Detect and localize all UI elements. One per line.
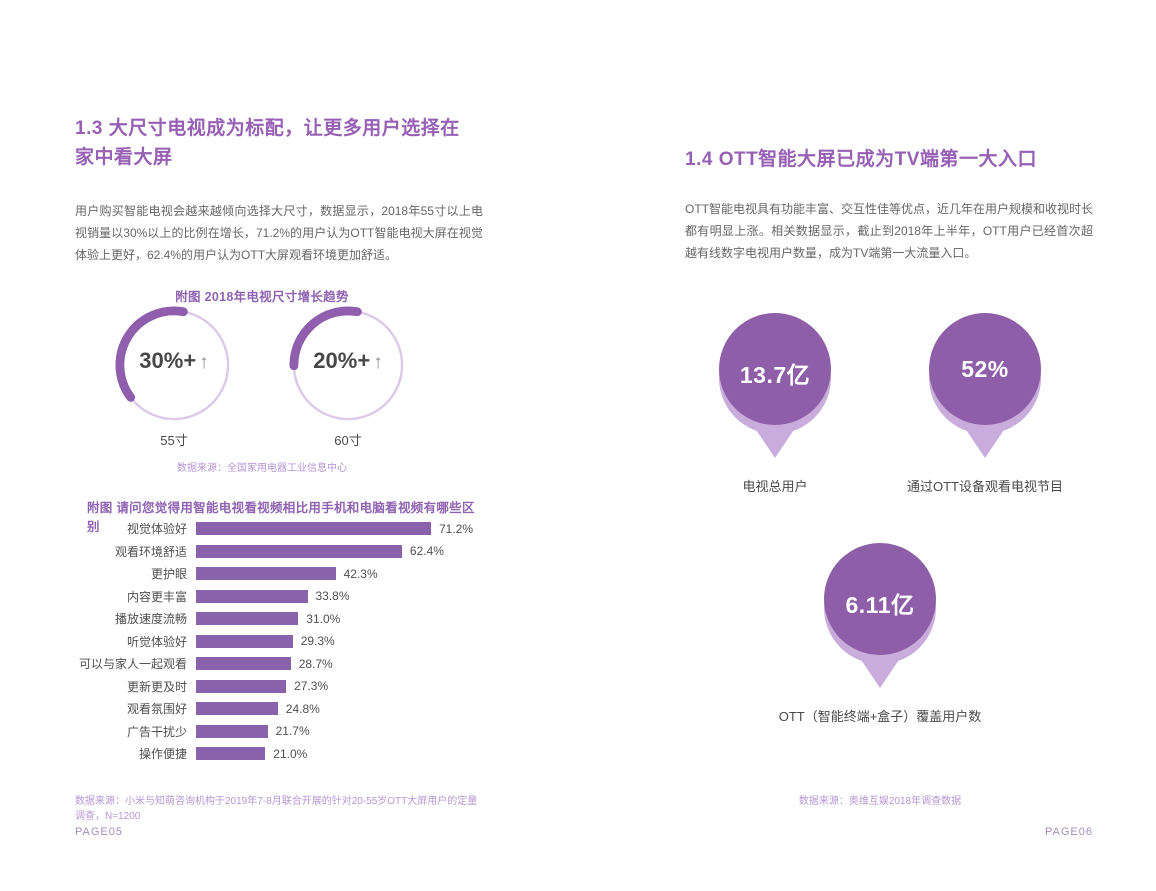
intro-paragraph-right: OTT智能电视具有功能丰富、交互性佳等优点，近几年在用户规模和收视时长都有明显上… (685, 202, 1093, 261)
bar-value-label: 71.2% (439, 521, 474, 536)
ring-arc (289, 306, 362, 371)
bar-row: 广告干扰少 21.7% (75, 724, 485, 739)
bar-value-label: 42.3% (343, 566, 378, 581)
drop-caption: 通过OTT设备观看电视节目 (907, 479, 1063, 494)
bar (196, 589, 308, 603)
bar-category-label: 播放速度流畅 (114, 612, 187, 627)
bar-row: 更护眼 42.3% (75, 566, 485, 582)
drop-caption: OTT（智能终端+盒子）覆盖用户数 (778, 709, 982, 724)
bar (196, 702, 278, 716)
ring-caption: 60寸 (334, 433, 362, 448)
bar-row: 观看环境舒适 62.4% (75, 544, 485, 559)
bar (196, 634, 293, 648)
drop-value: 13.7亿 (739, 362, 811, 388)
infographic-drop-total-users: 13.7亿 电视总用户 (665, 306, 885, 495)
drop-dark-circle (929, 313, 1041, 425)
drop-dark-circle (824, 543, 936, 655)
up-arrow-icon: ↑ (373, 352, 383, 373)
bar-row: 更新更及时 27.3% (75, 679, 485, 694)
bar-category-label: 观看氛围好 (126, 702, 187, 717)
page-right: 1.4 OTT智能大屏已成为TV端第一大入口 OTT智能电视具有功能丰富、交互性… (685, 0, 1095, 891)
page-number-left: PAGE05 (75, 826, 123, 838)
bar-value-label: 24.8% (285, 701, 320, 716)
drop-value: 6.11亿 (845, 592, 915, 618)
infographic-drop-ott-coverage: 6.11亿 OTT（智能终端+盒子）覆盖用户数 (770, 536, 990, 725)
page-left: 1.3 大尺寸电视成为标配，让更多用户选择在家中看大屏 用户购买智能电视会越来越… (75, 0, 485, 891)
bar-row: 可以与家人一起观看 28.7% (75, 656, 485, 672)
bar (196, 567, 336, 581)
teardrop-shape-icon (719, 313, 831, 458)
ring-arc (115, 306, 188, 402)
ring-value: 20%+ ↑ (289, 348, 407, 374)
bar-category-label: 视觉体验好 (126, 522, 187, 537)
bar (196, 657, 291, 671)
donut-chart-title: 附图 2018年电视尺寸增长趋势 (175, 290, 349, 304)
ring-value: 30%+ ↑ (115, 348, 233, 374)
bar-row: 听觉体验好 29.3% (75, 634, 485, 649)
ring-value-text: 30%+ (139, 348, 197, 373)
section-title-1-4: 1.4 OTT智能大屏已成为TV端第一大入口 (685, 149, 1037, 170)
bar-value-label: 29.3% (300, 634, 335, 649)
section-title-1-3: 1.3 大尺寸电视成为标配，让更多用户选择在家中看大屏 (75, 118, 460, 168)
bar (196, 724, 268, 738)
bar (196, 612, 299, 626)
bar-row: 内容更丰富 33.8% (75, 589, 485, 604)
bar-category-label: 更新更及时 (126, 679, 187, 694)
bar-chart-title: 附图 请问您觉得用智能电视看视频相比用手机和电脑看视频有哪些区别 (87, 501, 475, 534)
bar (196, 522, 431, 536)
donut-60inch: 20%+ ↑ 60寸 (289, 306, 407, 449)
bar-chart-source: 数据来源：小米与知萌咨询机构于2019年7-8月联合开展的针对20-55岁OTT… (75, 796, 478, 822)
ring-caption: 55寸 (160, 433, 188, 448)
bar-value-label: 27.3% (294, 679, 329, 694)
ring-value-text: 20%+ (313, 348, 371, 373)
donut-55inch: 30%+ ↑ 55寸 (115, 306, 233, 449)
bar-row: 观看氛围好 24.8% (75, 701, 485, 717)
bar-value-label: 28.7% (298, 656, 333, 671)
donut-chart-source: 数据来源：全国家用电器工业信息中心 (177, 463, 347, 474)
bar-value-label: 31.0% (306, 611, 341, 626)
bar-value-label: 21.7% (275, 724, 310, 739)
donut-ring-icon (115, 306, 230, 421)
drop-caption: 电视总用户 (742, 479, 808, 494)
bar-value-label: 33.8% (315, 589, 350, 604)
bar-category-label: 操作便捷 (138, 747, 187, 762)
teardrop-shape-icon (929, 313, 1041, 458)
donut-ring-icon (289, 306, 404, 421)
bar-row: 视觉体验好 71.2% (75, 521, 485, 537)
bar-category-label: 广告干扰少 (126, 724, 187, 739)
drop-value: 52% (961, 356, 1009, 382)
bar-value-label: 21.0% (273, 746, 308, 761)
teardrop-shape-icon (824, 543, 936, 688)
bar (196, 747, 266, 761)
bar-row: 播放速度流畅 31.0% (75, 611, 485, 627)
intro-paragraph-left: 用户购买智能电视会越来越倾向选择大尺寸，数据显示，2018年55寸以上电视销量以… (75, 204, 483, 263)
up-arrow-icon: ↑ (199, 352, 209, 373)
page-number-right: PAGE06 (1045, 826, 1093, 838)
bar-category-label: 观看环境舒适 (114, 544, 187, 559)
bar-row: 操作便捷 21.0% (75, 746, 485, 762)
bar-category-label: 可以与家人一起观看 (78, 657, 187, 672)
infographic-drop-ott-viewing: 52% 通过OTT设备观看电视节目 (875, 306, 1095, 495)
donut-chart-group: 30%+ ↑ 55寸 20%+ ↑ 60寸 (115, 306, 407, 449)
bar (196, 679, 287, 693)
bar-category-label: 内容更丰富 (126, 589, 187, 604)
bar-category-label: 更护眼 (150, 567, 187, 582)
bar-chart: 视觉体验好 71.2% 观看环境舒适 62.4% 更护眼 42.3% 内容更丰富 33.8% 播… (75, 521, 485, 762)
bar (196, 544, 402, 558)
drop-dark-circle (719, 313, 831, 425)
infographic-source: 数据来源：奥维互娱2018年调查数据 (798, 796, 962, 807)
bar-value-label: 62.4% (409, 544, 444, 559)
bar-category-label: 听觉体验好 (126, 634, 187, 649)
